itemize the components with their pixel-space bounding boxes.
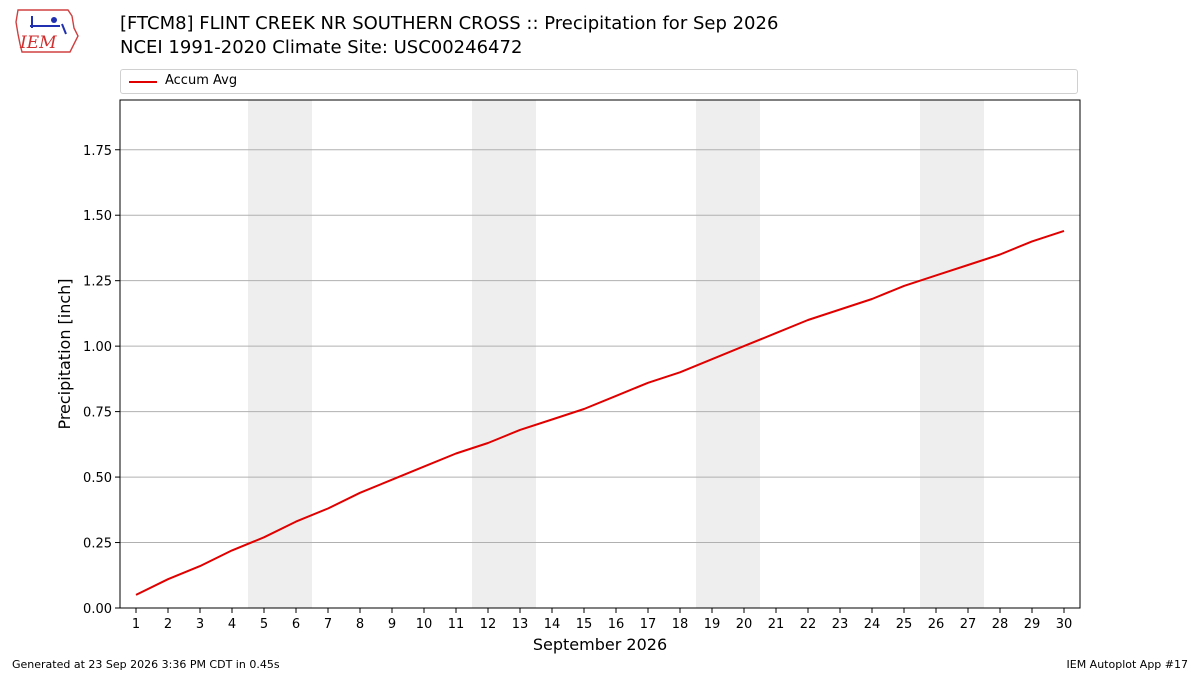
x-tick-label: 17 (640, 617, 657, 632)
plot-frame (119, 99, 1081, 609)
legend-label-accum-avg: Accum Avg (165, 73, 238, 88)
chart-subtitle: NCEI 1991-2020 Climate Site: USC00246472 (120, 37, 523, 58)
x-tick-label: 23 (832, 617, 849, 632)
x-tick-label: 12 (480, 617, 497, 632)
x-tick-label: 7 (324, 617, 332, 632)
footer-app: IEM Autoplot App #17 (1066, 658, 1189, 671)
x-tick-label: 3 (196, 617, 204, 632)
x-tick-label: 27 (960, 617, 977, 632)
y-tick-label: 1.50 (83, 209, 112, 224)
y-tick-label: 0.50 (83, 471, 112, 486)
logo-text: IEM (19, 33, 57, 53)
weekend-shade-3 (696, 100, 760, 608)
x-tick-label: 4 (228, 617, 236, 632)
y-tick-label: 0.75 (83, 406, 112, 421)
x-tick-label: 20 (736, 617, 753, 632)
x-tick-label: 5 (260, 617, 268, 632)
x-tick-label: 15 (576, 617, 593, 632)
y-tick-label: 0.25 (83, 537, 112, 552)
x-tick-label: 16 (608, 617, 625, 632)
x-tick-label: 26 (928, 617, 945, 632)
x-tick-label: 25 (896, 617, 913, 632)
x-tick-label: 8 (356, 617, 364, 632)
y-tick-label: 1.25 (83, 275, 112, 290)
x-tick-label: 2 (164, 617, 172, 632)
footer-generated: Generated at 23 Sep 2026 3:36 PM CDT in … (12, 658, 280, 671)
x-axis-label: September 2026 (533, 635, 667, 654)
x-tick-label: 19 (704, 617, 721, 632)
weekend-shade-2 (472, 100, 536, 608)
legend-swatch-accum-avg (129, 81, 157, 83)
x-tick-label: 21 (768, 617, 785, 632)
y-tick-label: 0.00 (83, 602, 112, 617)
x-tick-label: 6 (292, 617, 300, 632)
x-tick-label: 18 (672, 617, 689, 632)
x-tick-label: 28 (992, 617, 1009, 632)
y-axis-label: Precipitation [inch] (55, 278, 74, 429)
weekend-shade-4 (920, 100, 984, 608)
x-tick-label: 30 (1056, 617, 1073, 632)
x-tick-label: 29 (1024, 617, 1041, 632)
x-tick-label: 24 (864, 617, 881, 632)
y-tick-label: 1.75 (83, 144, 112, 159)
series-line-accum-avg (135, 229, 1065, 596)
x-tick-label: 9 (388, 617, 396, 632)
x-tick-label: 11 (448, 617, 465, 632)
legend: Accum Avg (120, 69, 1078, 94)
x-tick-label: 10 (416, 617, 433, 632)
iem-logo: IEM (15, 9, 79, 53)
x-tick-label: 1 (132, 617, 140, 632)
x-tick-label: 13 (512, 617, 529, 632)
chart-title: [FTCM8] FLINT CREEK NR SOUTHERN CROSS ::… (120, 13, 779, 34)
y-tick-label: 1.00 (83, 340, 112, 355)
weekend-shade-1 (248, 100, 312, 608)
x-tick-label: 14 (544, 617, 561, 632)
x-tick-label: 22 (800, 617, 817, 632)
